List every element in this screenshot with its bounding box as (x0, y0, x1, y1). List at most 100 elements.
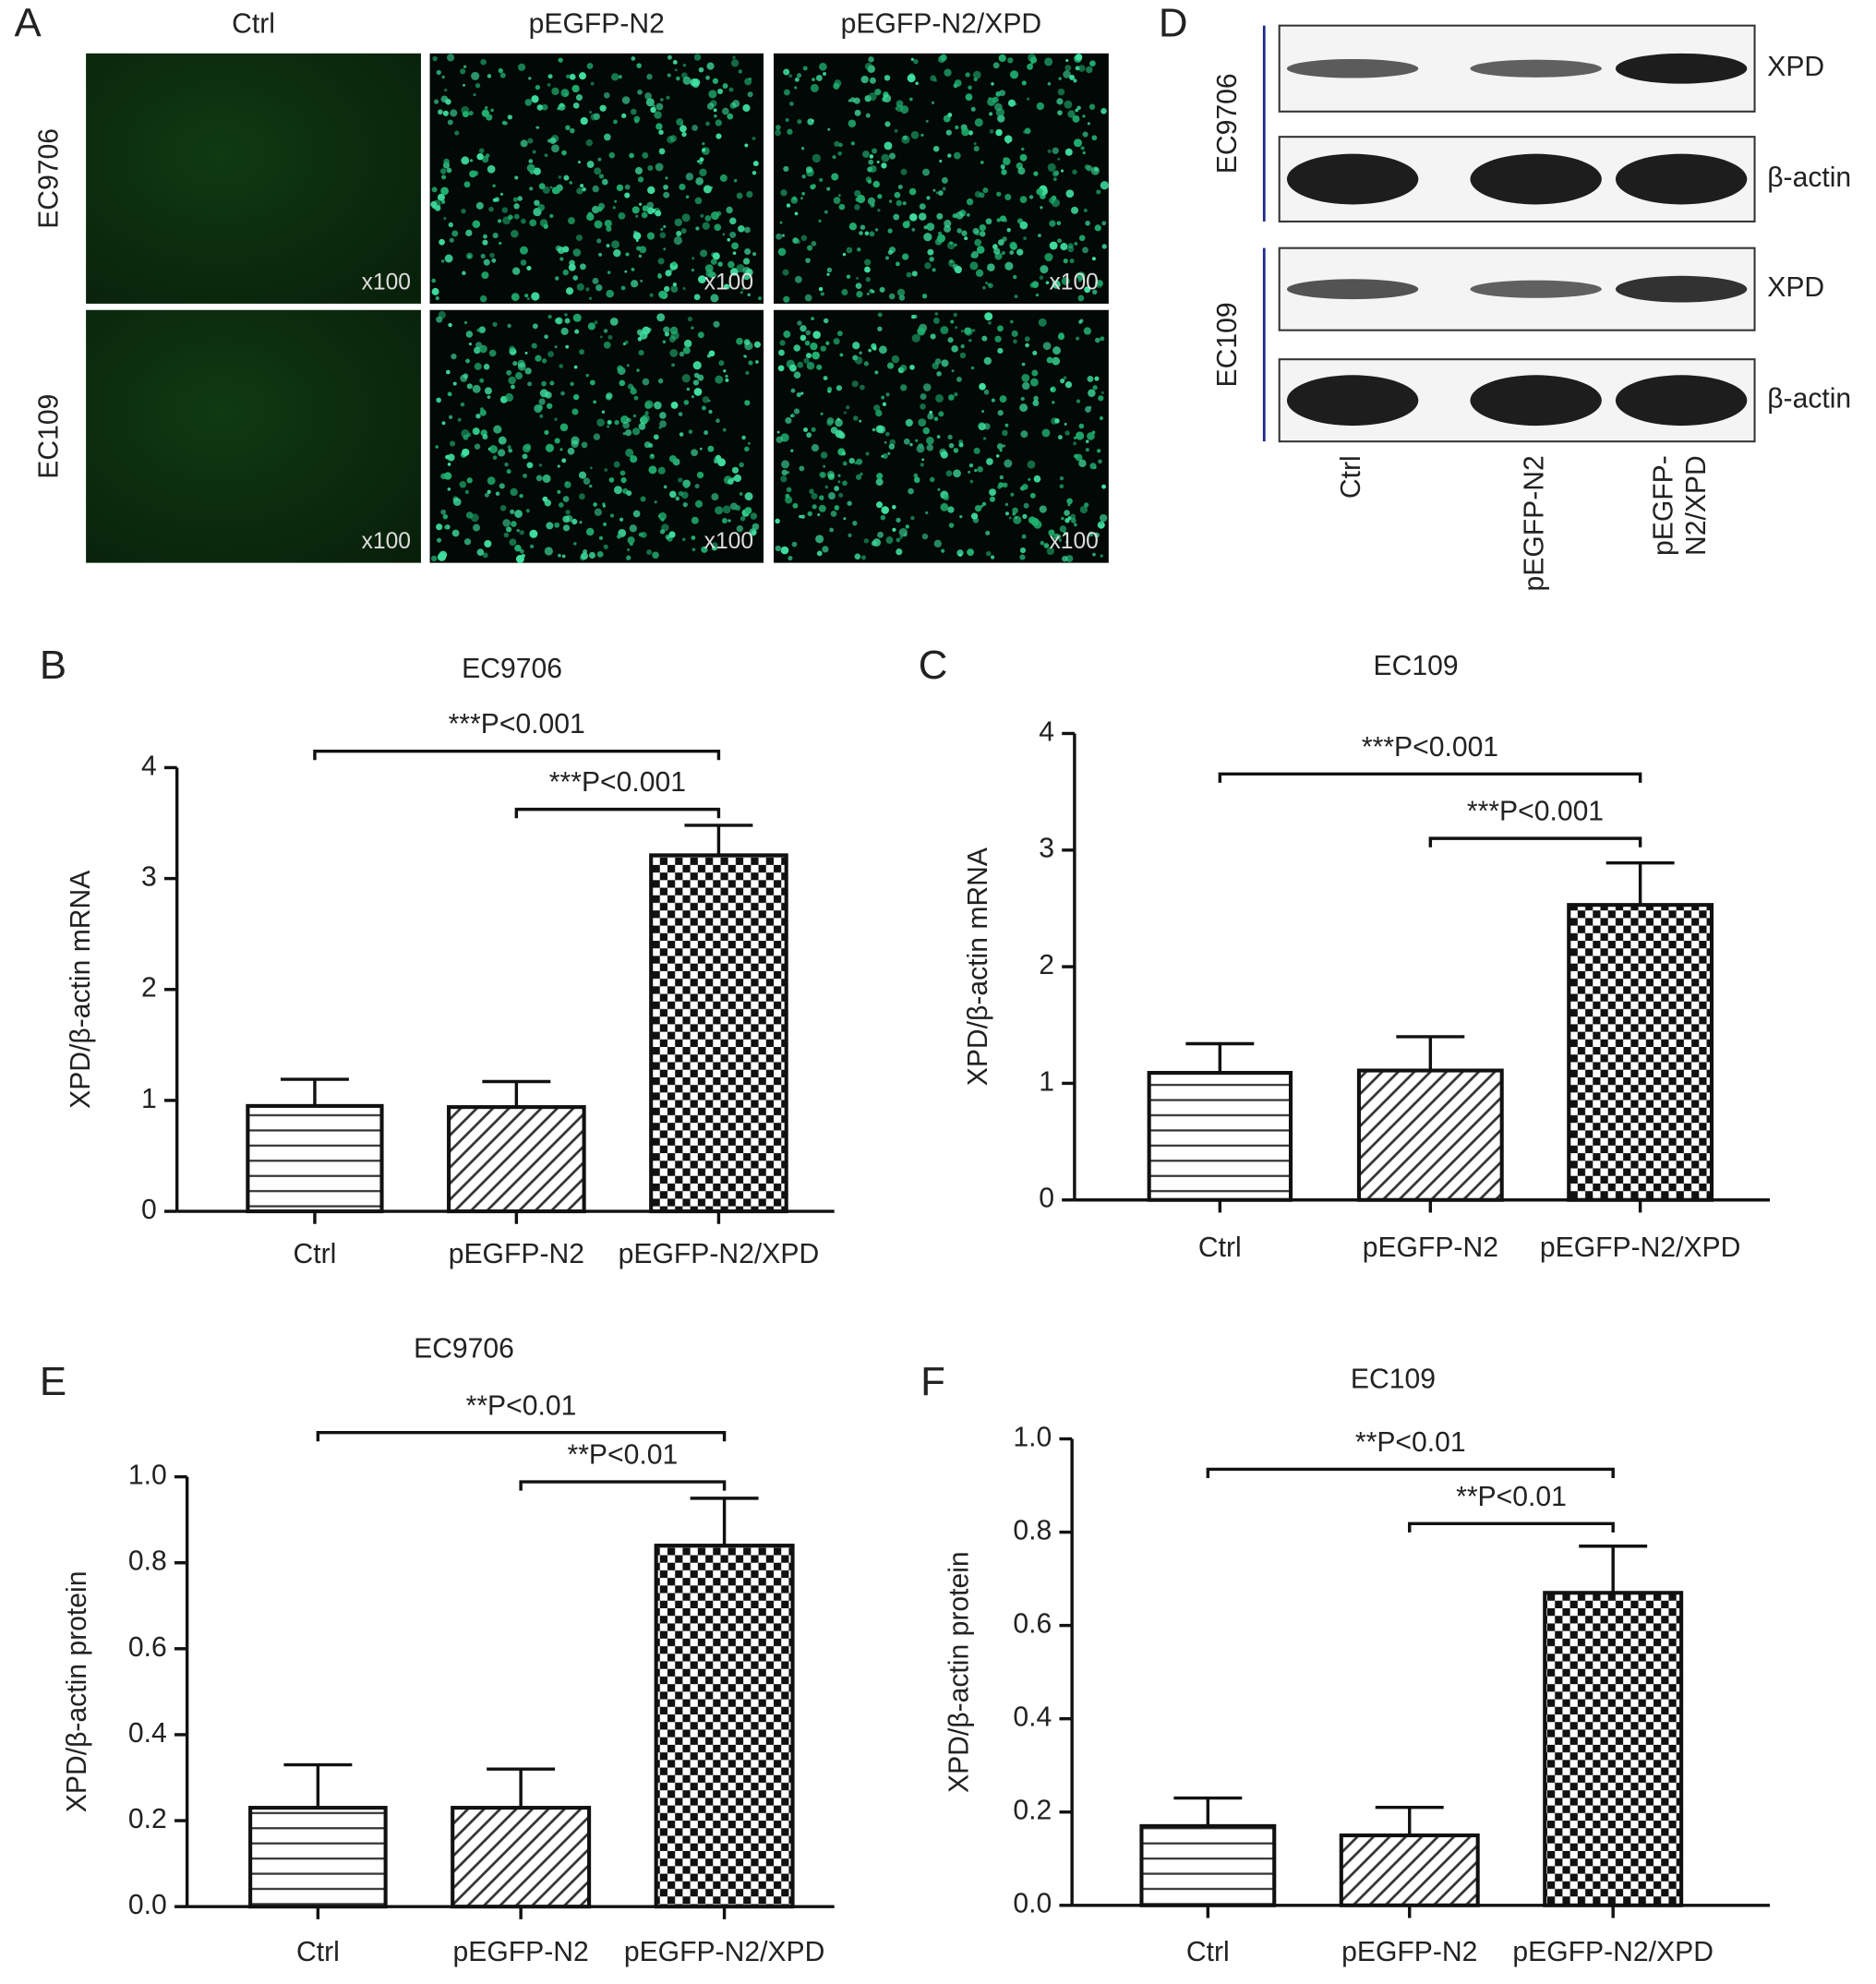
cell (598, 174, 605, 179)
cell (520, 259, 527, 266)
cell (469, 170, 476, 178)
cell (706, 102, 715, 110)
cell (909, 365, 915, 370)
cell (569, 73, 576, 80)
cell (1067, 503, 1071, 507)
cell (968, 339, 972, 343)
cell (881, 153, 890, 162)
cell (546, 522, 554, 530)
cell (1079, 505, 1088, 514)
cell (452, 381, 457, 386)
cell (536, 404, 543, 411)
cell (603, 91, 610, 99)
cell (557, 246, 565, 255)
cell (482, 552, 488, 559)
cell (1069, 259, 1075, 264)
cell (510, 487, 518, 497)
cell (682, 76, 691, 85)
cell (887, 249, 894, 256)
cell (832, 155, 836, 160)
cell (586, 161, 595, 168)
cell (463, 65, 467, 68)
cell (558, 502, 564, 508)
cell (886, 362, 895, 369)
cell (753, 341, 761, 348)
cell (730, 268, 739, 276)
cell (785, 496, 793, 504)
cell (941, 548, 945, 553)
cell (499, 241, 502, 246)
cell (697, 331, 704, 339)
cell (598, 252, 603, 257)
cell (790, 449, 794, 452)
cell (745, 370, 750, 375)
cell (676, 118, 684, 126)
cell (642, 326, 651, 335)
cell (985, 551, 992, 557)
cell (507, 445, 511, 450)
cell (431, 186, 438, 193)
cell (1070, 518, 1076, 523)
cell (554, 417, 558, 421)
cell (859, 231, 863, 235)
chart-title: EC109 (1351, 1365, 1436, 1395)
cell (437, 193, 445, 201)
cell (594, 320, 598, 325)
significance-label: ***P<0.001 (1467, 797, 1604, 827)
cell (663, 224, 667, 228)
cell (900, 168, 908, 175)
cell (947, 337, 954, 343)
cell (640, 496, 646, 502)
cell (565, 125, 571, 131)
y-tick-label: 0 (1039, 1184, 1054, 1214)
cell (973, 142, 977, 146)
cell (682, 346, 691, 355)
bar (1543, 1591, 1684, 1907)
band-label: XPD (1767, 52, 1824, 82)
cell (1059, 484, 1064, 489)
cell (599, 104, 607, 112)
cell (881, 454, 884, 458)
cell (997, 410, 1004, 416)
cell (790, 415, 793, 417)
cell (646, 207, 655, 215)
panel-label: E (40, 1359, 66, 1404)
cell (560, 89, 570, 98)
cell (441, 75, 445, 79)
cell (710, 259, 717, 265)
cell (1075, 66, 1080, 71)
cell (797, 73, 802, 78)
cell (953, 469, 961, 478)
cell (986, 458, 993, 465)
x-tick-label: Ctrl (296, 1937, 340, 1967)
cell (620, 285, 626, 291)
cell (1086, 66, 1093, 74)
cell (1082, 246, 1088, 254)
cell (492, 233, 499, 239)
cell (979, 382, 986, 391)
cell (451, 353, 457, 360)
cell (868, 159, 874, 165)
cell (468, 343, 472, 346)
cell (498, 436, 507, 445)
cell (923, 233, 932, 242)
cell (934, 312, 939, 316)
panel-label: A (15, 0, 42, 45)
cell (980, 231, 986, 237)
cell (692, 361, 702, 370)
cell (842, 252, 847, 257)
cell (629, 152, 634, 159)
cell (877, 326, 883, 331)
cell (811, 241, 817, 246)
cell (538, 463, 543, 467)
cell (981, 335, 988, 342)
cell (1060, 169, 1064, 173)
cell (439, 238, 445, 246)
cell (917, 327, 926, 336)
cell (749, 528, 757, 536)
cell (937, 231, 943, 235)
cell (499, 192, 504, 196)
cell (521, 553, 525, 559)
cell (488, 445, 498, 454)
